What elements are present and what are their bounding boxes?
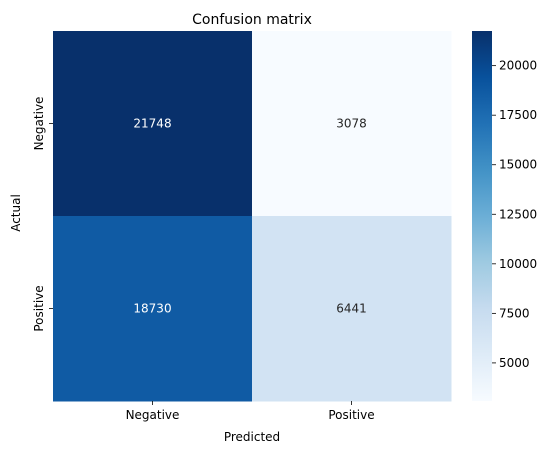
heatmap-cell-0-1 [252, 31, 452, 217]
heatmap-cell-labels: 21748 3078 18730 6441 [133, 117, 366, 316]
colorbar-tick-label: 15000 [499, 158, 537, 172]
heatmap-cells [53, 31, 452, 402]
cell-value-1-0: 18730 [133, 302, 171, 316]
heatmap-cell-1-1 [252, 216, 452, 402]
heatmap-cell-0-0 [53, 31, 253, 217]
cell-value-0-0: 21748 [133, 117, 171, 131]
x-axis-label: Predicted [224, 430, 280, 444]
colorbar-tick-label: 7500 [499, 306, 530, 320]
y-axis-label: Actual [9, 194, 23, 232]
x-axis-ticks: Negative Positive [126, 401, 375, 422]
y-axis-ticks: Negative Positive [32, 97, 53, 332]
colorbar-ticks: 5000 7500 10000 12500 15000 17500 20000 [492, 59, 537, 370]
colorbar-tick-label: 12500 [499, 207, 537, 221]
colorbar-tick-label: 20000 [499, 59, 537, 73]
x-tick-label: Negative [126, 408, 180, 422]
colorbar [472, 31, 492, 401]
y-tick-label: Positive [32, 285, 46, 331]
cell-value-1-1: 6441 [336, 302, 367, 316]
colorbar-tick-label: 5000 [499, 356, 530, 370]
heatmap-cell-1-0 [53, 216, 253, 402]
y-tick-label: Negative [32, 97, 46, 151]
cell-value-0-1: 3078 [336, 117, 367, 131]
colorbar-tick-label: 10000 [499, 257, 537, 271]
x-tick-label: Positive [328, 408, 374, 422]
colorbar-tick-label: 17500 [499, 108, 537, 122]
chart-title: Confusion matrix [192, 12, 312, 28]
